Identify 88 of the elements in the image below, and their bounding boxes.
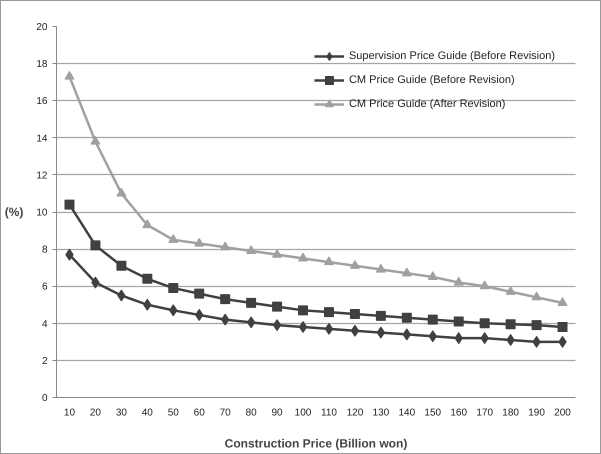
point xyxy=(272,319,282,332)
point xyxy=(532,292,542,300)
point xyxy=(272,248,282,258)
point xyxy=(558,336,567,348)
legend-label: CM Price Guide (After Revision) xyxy=(348,98,506,110)
x-tick-label: 160 xyxy=(450,408,468,418)
point xyxy=(402,312,412,323)
y-tick-label: 12 xyxy=(36,170,48,182)
x-tick-label: 190 xyxy=(528,408,546,418)
x-tick-label: 130 xyxy=(372,408,390,418)
point xyxy=(90,240,100,250)
point xyxy=(480,318,490,328)
point xyxy=(506,319,516,330)
point xyxy=(454,276,464,286)
point xyxy=(324,307,334,318)
point xyxy=(246,298,256,308)
point xyxy=(298,252,308,262)
y-tick-label: 8 xyxy=(42,244,48,256)
point xyxy=(142,219,152,228)
point xyxy=(298,305,308,316)
point xyxy=(272,302,282,312)
point xyxy=(246,245,256,254)
y-tick-label: 4 xyxy=(42,318,48,330)
point xyxy=(168,234,178,243)
x-tick-label: 60 xyxy=(194,408,206,418)
point xyxy=(64,70,74,80)
point xyxy=(64,200,74,210)
x-tick-label: 170 xyxy=(476,408,494,418)
y-tick-label: 2 xyxy=(42,356,48,367)
y-tick-label: 10 xyxy=(36,208,48,218)
y-tick-label: 0 xyxy=(42,393,48,404)
point xyxy=(376,326,386,339)
x-tick-label: 200 xyxy=(554,408,572,418)
x-tick-label: 20 xyxy=(90,408,102,418)
point xyxy=(194,288,204,299)
point xyxy=(116,260,126,271)
x-tick-label: 90 xyxy=(272,408,284,418)
point xyxy=(91,276,100,288)
x-axis-title: Construction Price (Billion won) xyxy=(224,436,408,450)
point xyxy=(90,136,100,145)
point xyxy=(246,316,256,328)
point xyxy=(142,274,152,284)
point xyxy=(220,242,230,250)
x-tick-label: 100 xyxy=(294,408,312,418)
point xyxy=(116,188,126,197)
x-tick-label: 10 xyxy=(64,408,76,418)
x-tick-label: 140 xyxy=(398,408,416,418)
point xyxy=(298,321,308,334)
x-tick-label: 110 xyxy=(321,408,338,418)
point xyxy=(402,268,412,276)
x-tick-label: 70 xyxy=(220,408,232,418)
y-tick-label: 6 xyxy=(42,282,48,293)
point xyxy=(558,322,568,332)
x-tick-label: 40 xyxy=(142,408,154,418)
point xyxy=(117,289,126,302)
x-tick-label: 30 xyxy=(116,408,128,418)
point xyxy=(376,264,386,273)
legend-label: CM Price Guide (Before Revision) xyxy=(348,74,515,86)
x-tick-label: 80 xyxy=(246,408,258,418)
point xyxy=(194,238,204,247)
point xyxy=(220,294,230,304)
point xyxy=(350,260,360,269)
point xyxy=(506,286,516,295)
point xyxy=(454,316,464,326)
x-tick-label: 50 xyxy=(168,408,180,418)
point xyxy=(350,324,360,337)
point xyxy=(558,297,568,306)
y-tick-label: 16 xyxy=(36,96,48,108)
point xyxy=(65,248,74,261)
point xyxy=(506,334,515,346)
y-tick-label: 14 xyxy=(36,133,48,144)
point xyxy=(324,322,334,335)
point xyxy=(168,283,178,294)
point xyxy=(480,280,490,290)
y-tick-label: 18 xyxy=(36,59,48,70)
y-axis-title: (%) xyxy=(4,205,24,219)
x-tick-label: 120 xyxy=(346,408,364,418)
point xyxy=(376,310,386,321)
point xyxy=(428,271,438,280)
x-tick-label: 180 xyxy=(502,408,520,418)
point xyxy=(532,336,541,348)
point xyxy=(350,309,360,320)
legend-label: Supervision Price Guide (Before Revision) xyxy=(348,50,555,62)
point xyxy=(532,320,542,330)
point xyxy=(428,314,438,325)
x-tick-label: 150 xyxy=(424,408,442,418)
point xyxy=(324,256,334,266)
y-tick-label: 20 xyxy=(36,22,48,33)
